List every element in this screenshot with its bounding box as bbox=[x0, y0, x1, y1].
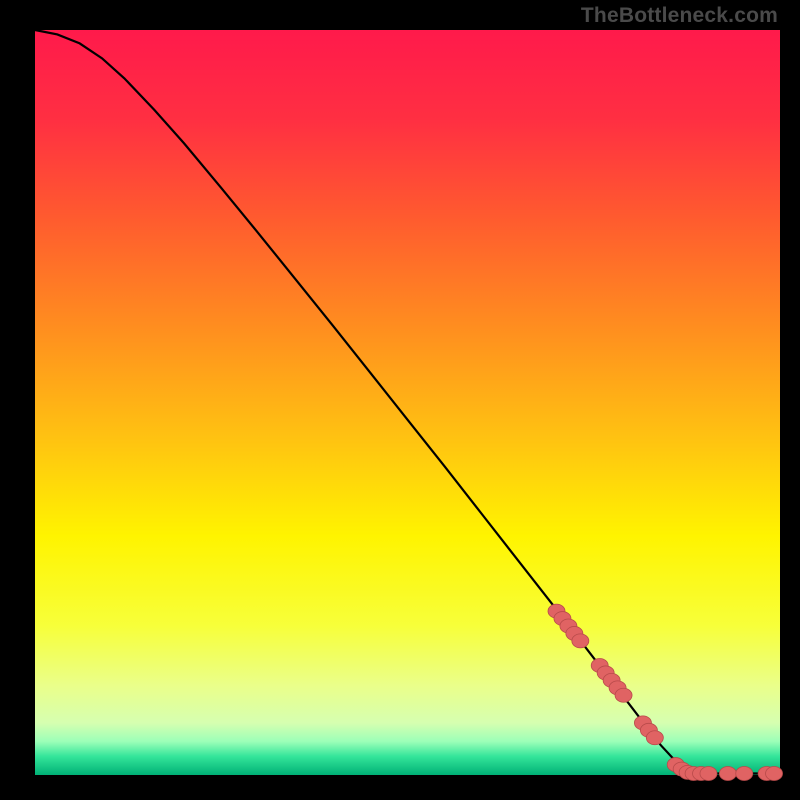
plot-background bbox=[35, 30, 780, 775]
data-marker bbox=[719, 767, 736, 781]
chart-container: { "watermark": { "text": "TheBottleneck.… bbox=[0, 0, 800, 800]
data-marker bbox=[572, 634, 589, 648]
data-marker bbox=[700, 767, 717, 781]
data-marker bbox=[736, 767, 753, 781]
data-marker bbox=[646, 731, 663, 745]
data-marker bbox=[766, 767, 783, 781]
bottleneck-chart bbox=[0, 0, 800, 800]
data-marker bbox=[615, 688, 632, 702]
